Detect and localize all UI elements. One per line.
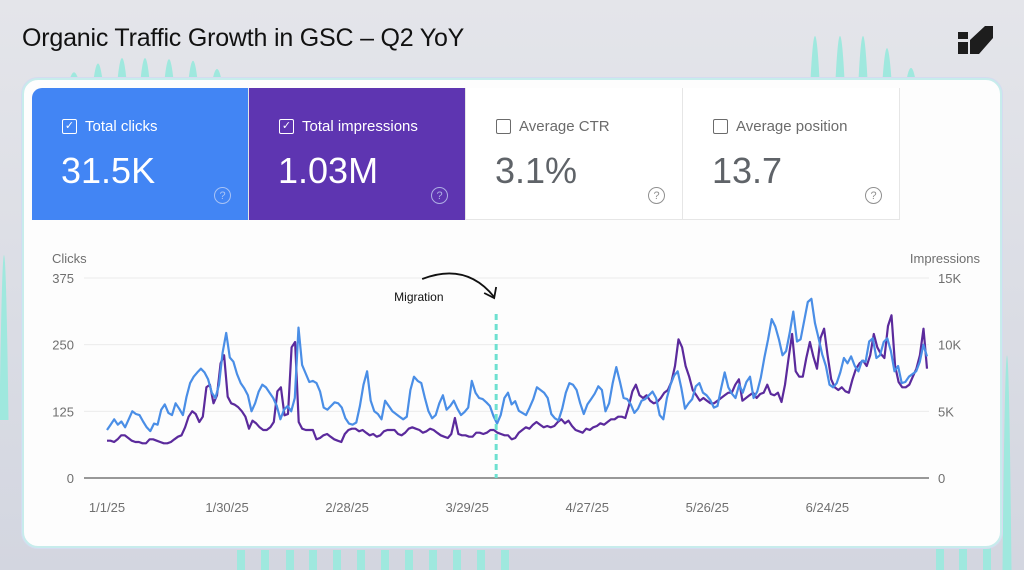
metric-label-row: ✓ Total clicks	[62, 118, 158, 135]
checkbox-empty-icon[interactable]	[713, 119, 728, 134]
help-circle-icon[interactable]: ?	[431, 187, 448, 204]
metric-label: Average position	[736, 118, 848, 135]
decorative-spike	[858, 36, 868, 80]
decorative-spike	[93, 63, 103, 80]
gsc-performance-card: ✓ Total clicks 31.5K ? ✓ Total impressions…	[22, 78, 1002, 548]
arrow-head-icon	[483, 286, 498, 300]
decorative-spike	[906, 67, 916, 80]
decorative-spike	[140, 58, 150, 80]
x-tick-label: 6/24/25	[806, 500, 849, 515]
x-tick-label: 4/27/25	[566, 500, 609, 515]
y-tick-left: 0	[67, 471, 74, 486]
metric-value: 3.1%	[495, 150, 578, 191]
metric-tile-average-ctr[interactable]: Average CTR 3.1% ?	[466, 88, 683, 220]
metric-label-row: ✓ Total impressions	[279, 118, 418, 135]
decorative-bar	[477, 550, 485, 570]
series-line-impressions	[107, 314, 929, 445]
metric-label: Total clicks	[85, 118, 158, 135]
series-line-clicks	[106, 297, 929, 433]
metric-tile-total-clicks[interactable]: ✓ Total clicks 31.5K ?	[32, 88, 249, 220]
x-tick-label: 2/28/25	[325, 500, 368, 515]
y-axis-left-label: Clicks	[52, 251, 87, 266]
decorative-spike	[0, 255, 9, 420]
y-tick-right: 10K	[938, 338, 961, 353]
decorative-bar	[286, 550, 294, 570]
metric-label-row: Average CTR	[496, 118, 610, 135]
metric-value: 31.5K	[61, 150, 156, 191]
decorative-bar	[333, 550, 341, 570]
decorative-bar	[983, 545, 991, 570]
metric-value: 13.7	[712, 150, 783, 191]
y-tick-right: 0	[938, 471, 945, 486]
help-circle-icon[interactable]: ?	[214, 187, 231, 204]
gridlines	[84, 277, 929, 479]
decorative-bar	[309, 550, 317, 570]
page-title: Organic Traffic Growth in GSC – Q2 YoY	[22, 24, 465, 52]
checkbox-empty-icon[interactable]	[496, 119, 511, 134]
metric-label: Total impressions	[302, 118, 418, 135]
metric-tile-total-impressions[interactable]: ✓ Total impressions 1.03M ?	[249, 88, 466, 220]
y-tick-left: 125	[52, 404, 74, 419]
metric-tile-average-position[interactable]: Average position 13.7 ?	[683, 88, 900, 220]
metric-label: Average CTR	[519, 118, 610, 135]
help-circle-icon[interactable]: ?	[865, 187, 882, 204]
decorative-spike	[164, 59, 174, 80]
decorative-spike	[810, 36, 820, 80]
decorative-bar	[453, 550, 461, 570]
decorative-bar	[405, 550, 413, 570]
x-tick-label: 3/29/25	[445, 500, 488, 515]
migration-annotation: Migration	[394, 290, 443, 304]
brand-logo	[958, 26, 993, 54]
x-tick-label: 1/1/25	[89, 500, 125, 515]
decorative-bar	[261, 550, 269, 570]
y-tick-right: 5K	[938, 404, 954, 419]
decorative-bar	[357, 550, 365, 570]
checkbox-checked-icon[interactable]: ✓	[62, 119, 77, 134]
decorative-spike	[117, 58, 127, 80]
checkbox-checked-icon[interactable]: ✓	[279, 119, 294, 134]
decorative-bar	[959, 545, 967, 570]
x-tick-label: 1/30/25	[205, 500, 248, 515]
decorative-bar	[501, 550, 509, 570]
decorative-spike	[1002, 355, 1012, 570]
y-tick-left: 375	[52, 271, 74, 286]
metric-tiles: ✓ Total clicks 31.5K ? ✓ Total impressions…	[32, 88, 900, 220]
y-tick-right: 15K	[938, 271, 961, 286]
decorative-spike	[188, 60, 198, 80]
arrow-icon	[421, 272, 495, 298]
decorative-spike	[212, 69, 222, 80]
decorative-bar	[381, 550, 389, 570]
y-tick-left: 250	[52, 338, 74, 353]
metric-value: 1.03M	[278, 150, 379, 191]
decorative-bar	[429, 550, 437, 570]
decorative-spike	[835, 36, 845, 80]
decorative-bar	[237, 550, 245, 570]
help-circle-icon[interactable]: ?	[648, 187, 665, 204]
y-axis-right-label: Impressions	[910, 251, 981, 266]
metric-label-row: Average position	[713, 118, 847, 135]
decorative-bar	[936, 545, 944, 570]
x-tick-label: 5/26/25	[686, 500, 729, 515]
decorative-spike	[882, 48, 892, 80]
